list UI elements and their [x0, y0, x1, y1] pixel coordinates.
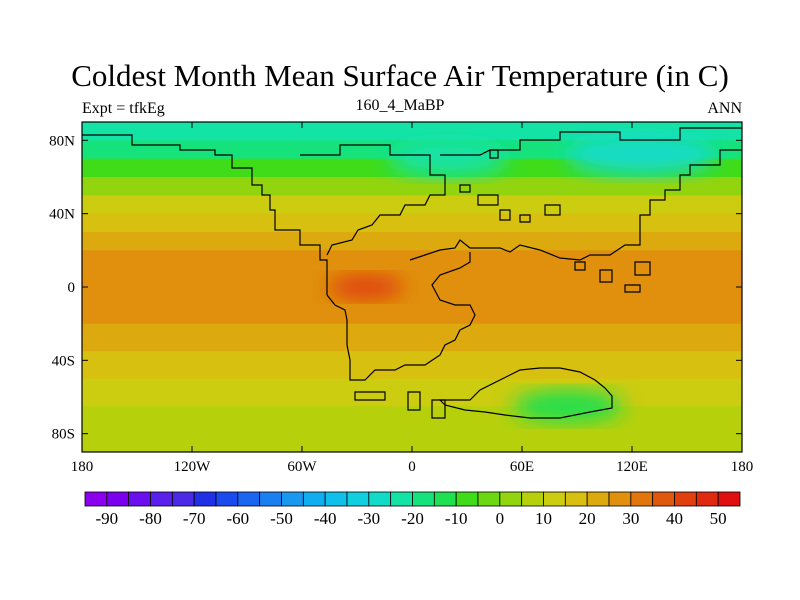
colorbar-box [695, 491, 719, 507]
colorbar-label: -20 [401, 509, 424, 528]
colorbar-box [346, 491, 370, 507]
coastline-south-islands [354, 391, 446, 419]
temperature-field [82, 122, 742, 452]
temperature-band [82, 232, 742, 251]
lat-tick-label: 80S [52, 427, 75, 443]
colorbar-label: 30 [622, 509, 639, 528]
colorbar-box [150, 491, 173, 507]
colorbar-box [171, 491, 195, 507]
colorbar-box [106, 491, 130, 507]
lat-tick-label: 80N [49, 133, 75, 149]
coastline-greenland [300, 144, 446, 256]
colorbar-label: -50 [270, 509, 293, 528]
colorbar-box [215, 491, 239, 507]
colorbar-box [281, 491, 304, 507]
colorbar-box [84, 491, 108, 507]
colorbar-box [302, 491, 326, 507]
colorbar-label: 40 [666, 509, 683, 528]
colorbar-label: -80 [139, 509, 162, 528]
colorbar-label: -90 [95, 509, 118, 528]
lon-tick-label: 120W [174, 459, 212, 475]
colorbar-label: -60 [226, 509, 249, 528]
lon-tick-label: 180 [731, 459, 754, 475]
temperature-band [82, 406, 742, 452]
colorbar-box [193, 491, 217, 507]
coastline-north-america [82, 134, 328, 295]
colorbar-box [368, 491, 392, 507]
colorbar-box [608, 491, 632, 507]
season-label: ANN [707, 100, 742, 117]
temperature-band [82, 213, 742, 233]
colorbar-box [324, 491, 348, 507]
antarctic-land-cold [512, 390, 623, 423]
colorbar-box [128, 491, 151, 507]
colorbar-labels: -90 -80 -70 -60 -50 -40 -30 -20 -10 0 10 20 30 40 50 [95, 509, 726, 528]
colorbar-label: 50 [710, 509, 727, 528]
lon-tick-label: 0 [408, 459, 416, 475]
temperature-band [82, 323, 742, 352]
siberian-cold-core [566, 135, 717, 175]
colorbar-box [433, 491, 457, 507]
colorbar-label: 0 [496, 509, 505, 528]
colorbar-box [630, 491, 654, 507]
map-ticks: 180 120W 60W 0 60E 120E 180 80N 40N 0 40S 80S [49, 122, 753, 475]
colorbar-box [259, 491, 282, 507]
lon-tick-label: 180 [71, 459, 94, 475]
coastline-africa [326, 252, 476, 381]
period-label: 160_4_MaBP [355, 97, 445, 114]
temperature-band [82, 177, 742, 196]
arctic-cold-pool [388, 140, 509, 177]
experiment-label: Expt = tfkEg [82, 100, 165, 117]
colorbar-label: -40 [314, 509, 337, 528]
lon-tick-label: 60W [287, 459, 317, 475]
coastline-eurasia [409, 127, 742, 261]
colorbar-box [521, 491, 544, 507]
tropical-warm-core [328, 275, 405, 299]
lat-tick-label: 40N [49, 207, 75, 223]
colorbar-box [674, 491, 697, 507]
lon-tick-label: 120E [616, 459, 648, 475]
colorbar-label: -30 [357, 509, 380, 528]
colorbar-box [564, 491, 588, 507]
coastline-antarctica [438, 367, 613, 419]
coastlines [82, 127, 742, 419]
colorbar-label: 20 [579, 509, 596, 528]
coastline-asian-islands [489, 149, 651, 293]
colorbar-box [499, 491, 523, 507]
colorbar-box [477, 491, 501, 507]
colorbar-box [455, 491, 479, 507]
figure-title: Coldest Month Mean Surface Air Temperatu… [71, 58, 729, 93]
colorbar-box [543, 491, 566, 507]
colorbar-box [412, 491, 435, 507]
temperature-band [82, 250, 742, 325]
colorbar-box [652, 491, 675, 507]
temperature-band [82, 378, 742, 407]
colorbar-label: 10 [535, 509, 552, 528]
coastline-inland-seas [459, 184, 561, 216]
lat-tick-label: 0 [68, 280, 76, 296]
colorbar-box [390, 491, 413, 507]
colorbar-label: -10 [445, 509, 468, 528]
lat-tick-label: 40S [52, 353, 75, 369]
colorbar-box [717, 491, 741, 507]
colorbar-box [586, 491, 610, 507]
lon-tick-label: 60E [510, 459, 534, 475]
colorbar-box [237, 491, 261, 507]
temperature-band [82, 122, 742, 141]
colorbar-boxes [84, 491, 741, 507]
colorbar-label: -70 [183, 509, 206, 528]
